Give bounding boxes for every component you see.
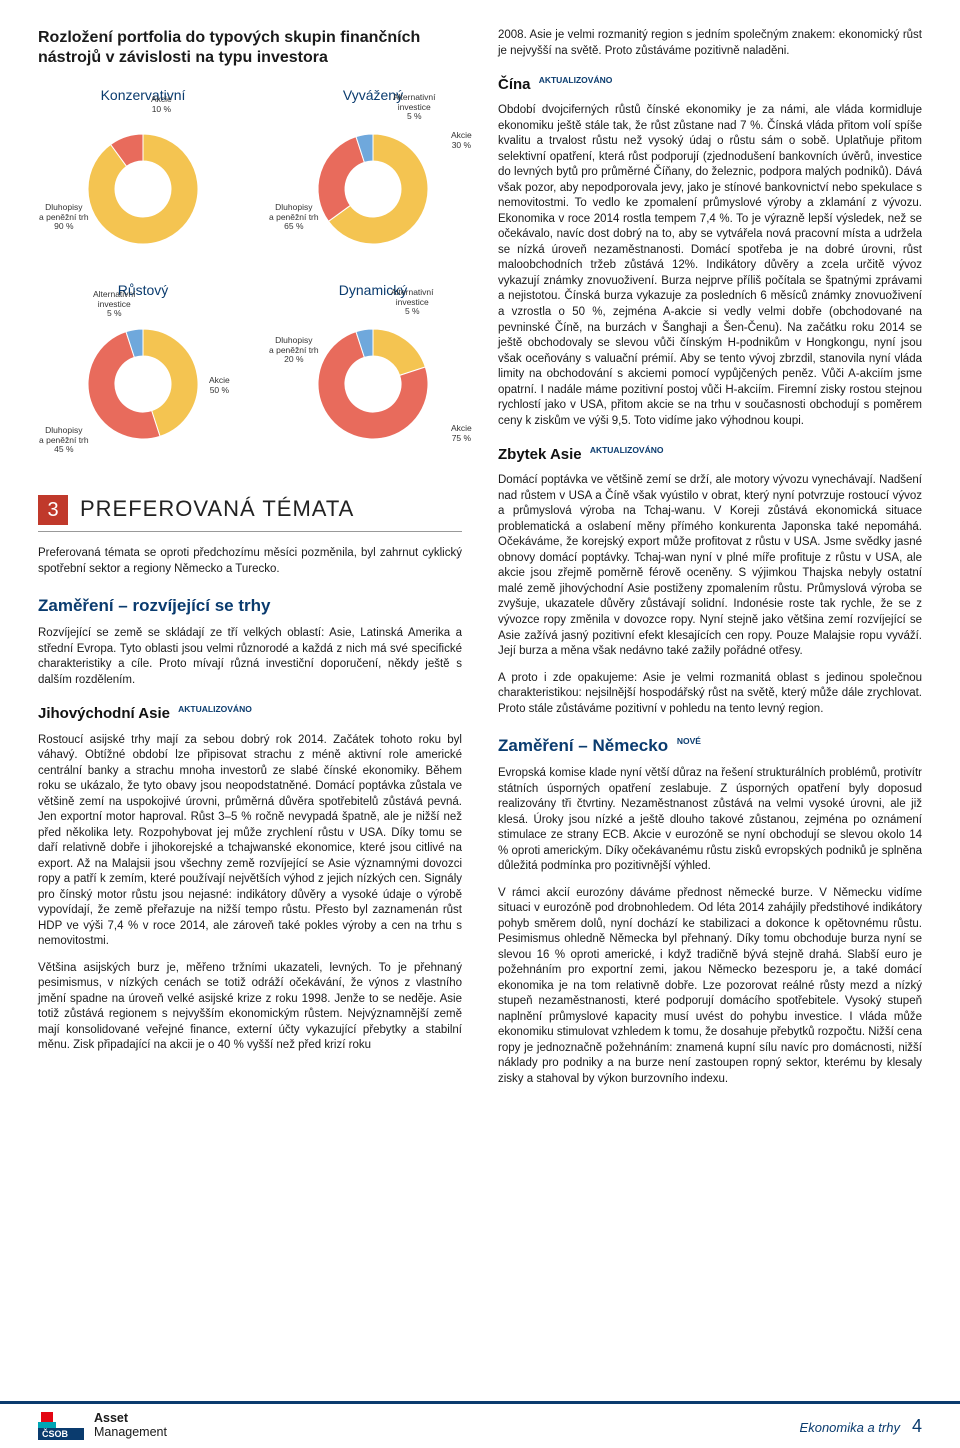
pie-slice-label: Dluhopisya peněžní trh45 % (39, 426, 89, 455)
region-se-asia: Jihovýchodní Asie AKTUALIZOVÁNO (38, 704, 462, 724)
donut-chart (83, 324, 203, 444)
pie-slice-label: Akcie10 % (151, 95, 172, 115)
pie-slice-label: Akcie75 % (451, 424, 472, 444)
pie-slice-label: Akcie30 % (451, 131, 472, 151)
chart-title: Konzervativní (38, 86, 248, 105)
section-3-intro: Preferovaná témata se oproti předchozímu… (38, 546, 462, 577)
topic-emerging: Zaměření – rozvíjející se trhy (38, 595, 462, 618)
right-continuation: 2008. Asie je velmi rozmanitý region s j… (498, 28, 922, 59)
chart-růstový: Růstový Dluhopisya peněžní trh45 % Akcie50… (38, 281, 248, 466)
region-rest-asia: Zbytek Asie AKTUALIZOVÁNO (498, 445, 922, 465)
pie-slice-label: Dluhopisya peněžní trh90 % (39, 203, 89, 232)
emerging-p1: Rozvíjející se země se skládají ze tří v… (38, 626, 462, 688)
pie-slice-label: Dluhopisya peněžní trh20 % (269, 336, 319, 365)
rest-asia-p2: A proto i zde opakujeme: Asie je velmi r… (498, 671, 922, 718)
chart-konzervativní: Konzervativní Dluhopisya peněžní trh90 % A… (38, 86, 248, 271)
footer-logo-text: Asset Management (94, 1412, 167, 1440)
footer-doc-title: Ekonomika a trhy (800, 1419, 900, 1437)
new-flag: NOVÉ (677, 736, 701, 746)
donut-chart (83, 129, 203, 249)
footer-right: Ekonomika a trhy 4 (800, 1414, 922, 1438)
pie-slice-label: Alternativníinvestice5 % (93, 290, 136, 319)
page-number: 4 (912, 1414, 922, 1438)
page-footer: ČSOB Asset Management Ekonomika a trhy 4 (0, 1401, 960, 1448)
portfolio-charts: Konzervativní Dluhopisya peněžní trh90 % A… (38, 86, 462, 466)
region-china: Čína AKTUALIZOVÁNO (498, 75, 922, 95)
updated-flag: AKTUALIZOVÁNO (590, 445, 664, 455)
donut-chart (313, 129, 433, 249)
donut-chart (313, 324, 433, 444)
chart-title: Vyvážený (268, 86, 478, 105)
se-asia-p2: Většina asijských burz je, měřeno tržním… (38, 961, 462, 1054)
chart-title: Růstový (38, 281, 248, 300)
updated-flag: AKTUALIZOVÁNO (539, 75, 613, 85)
chart-vyvážený: Vyvážený Dluhopisya peněžní trh65 % Akcie3… (268, 86, 478, 271)
section-3-header: 3 PREFEROVANÁ TÉMATA (38, 494, 462, 533)
region-rest-asia-label: Zbytek Asie (498, 446, 582, 463)
topic-germany-label: Zaměření – Německo (498, 736, 668, 755)
pie-slice-label: Dluhopisya peněžní trh65 % (269, 203, 319, 232)
china-p: Období dvojciferných růstů čínské ekonom… (498, 103, 922, 429)
pie-slice (318, 137, 364, 222)
germany-p2: V rámci akcií eurozóny dáváme přednost n… (498, 886, 922, 1088)
footer-logo: ČSOB Asset Management (38, 1412, 167, 1440)
germany-p1: Evropská komise klade nyní větší důraz n… (498, 766, 922, 875)
region-se-asia-label: Jihovýchodní Asie (38, 705, 170, 722)
chart-title: Dynamický (268, 281, 478, 300)
section-3-title: PREFEROVANÁ TÉMATA (80, 494, 354, 524)
section-3-number: 3 (38, 495, 68, 525)
pie-slice (373, 329, 425, 375)
updated-flag: AKTUALIZOVÁNO (178, 704, 252, 714)
csob-logo-icon: ČSOB (38, 1412, 84, 1440)
se-asia-p1: Rostoucí asijské trhy mají za sebou dobr… (38, 733, 462, 950)
pie-slice-label: Alternativníinvestice5 % (393, 93, 436, 122)
svg-text:ČSOB: ČSOB (42, 1428, 69, 1439)
chart-dynamický: Dynamický Dluhopisya peněžní trh20 % Akcie… (268, 281, 478, 466)
topic-germany: Zaměření – Německo NOVÉ (498, 735, 922, 758)
pie-slice-label: Akcie50 % (209, 376, 230, 396)
pie-slice-label: Alternativníinvestice5 % (391, 288, 434, 317)
rest-asia-p1: Domácí poptávka ve většině zemí se drží,… (498, 473, 922, 659)
region-china-label: Čína (498, 76, 531, 93)
portfolio-heading: Rozložení portfolia do typových skupin f… (38, 28, 462, 68)
